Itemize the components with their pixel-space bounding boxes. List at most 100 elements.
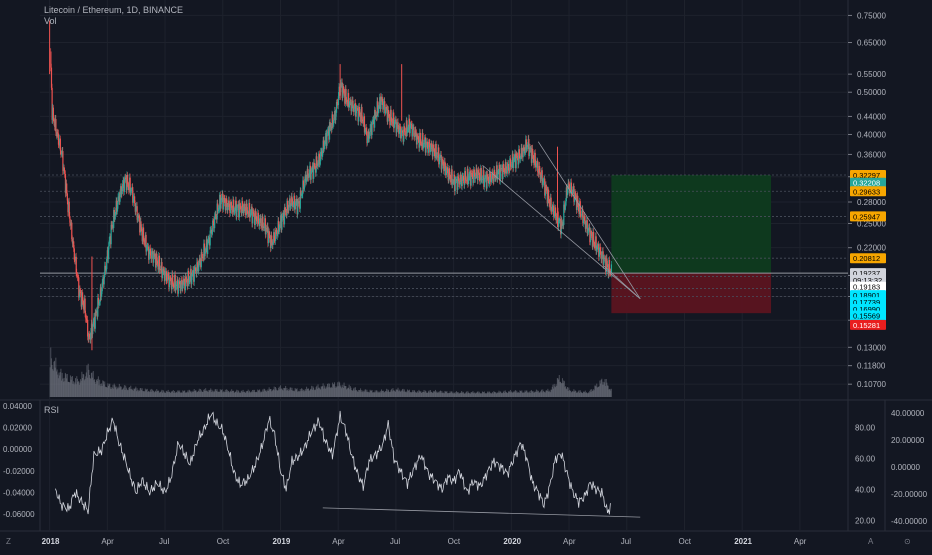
loss-zone[interactable] (611, 273, 772, 314)
volume-bar (176, 392, 178, 397)
candle-body (600, 254, 602, 260)
trend-line[interactable] (603, 265, 641, 300)
volume-bar (154, 391, 156, 397)
volume-bar (165, 392, 167, 397)
volume-bar (447, 393, 449, 397)
volume-bar (116, 389, 118, 397)
candle-body (166, 280, 168, 281)
candle-body (554, 207, 557, 217)
candle-body (528, 147, 531, 157)
rsi-axis-label: 80.00 (855, 423, 876, 432)
candle-body (530, 148, 533, 163)
volume-bar (411, 392, 413, 397)
volume-bar (113, 388, 115, 397)
candle-body (134, 196, 136, 204)
volume-bar (311, 389, 313, 397)
volume-bar (206, 390, 208, 397)
candle-body (474, 176, 477, 179)
candle-body (97, 297, 100, 305)
volume-bar (476, 391, 478, 397)
candle-body (148, 246, 150, 260)
candle-body (226, 203, 228, 210)
settings-icon[interactable]: ⊙ (904, 537, 911, 546)
volume-bar (427, 391, 429, 397)
volume-bar (593, 390, 595, 397)
candle-body (296, 198, 298, 215)
volume-bar (346, 388, 348, 397)
axis-corner-left[interactable]: Z (6, 537, 11, 546)
volume-bar (238, 391, 240, 397)
volume-bar (499, 391, 501, 397)
position-tool[interactable] (611, 174, 772, 314)
candle-body (452, 181, 454, 183)
volume-bar (306, 386, 308, 397)
candle-body (78, 277, 80, 298)
trend-line[interactable] (537, 141, 641, 299)
candle-body (148, 251, 150, 260)
candle-body (235, 200, 237, 217)
candle-body (507, 163, 509, 167)
volume-bar (310, 388, 312, 397)
chart-title[interactable]: Litecoin / Ethereum, 1D, BINANCE (44, 5, 184, 15)
volume-bar (179, 390, 181, 397)
trend-line[interactable] (482, 164, 641, 300)
volume-bar (552, 384, 554, 397)
volume-bar (608, 389, 610, 397)
candle-body (551, 209, 553, 212)
volume-bar (421, 392, 423, 397)
profit-zone[interactable] (611, 174, 772, 274)
candle-body (396, 122, 399, 125)
volume-bar (540, 390, 542, 397)
candle-body (451, 169, 453, 185)
candle-body (304, 178, 306, 188)
trend-lines[interactable] (482, 141, 641, 300)
candle-body (217, 209, 220, 212)
candle-body (260, 218, 262, 226)
candle-body (542, 182, 544, 185)
volume-bar (299, 391, 301, 397)
candle-body (407, 128, 409, 130)
volume-bar (358, 390, 360, 397)
volume-bar (301, 388, 303, 397)
volume-bar (568, 389, 570, 397)
candle-body (81, 292, 84, 302)
candle-body (268, 230, 270, 236)
volume-legend[interactable]: Vol (44, 16, 57, 26)
volume-bar (137, 391, 139, 397)
volume-bar (161, 392, 163, 397)
candle-body (66, 193, 68, 201)
candle-body (88, 333, 90, 339)
volume-bar (563, 381, 565, 397)
horizontal-levels[interactable] (40, 174, 848, 298)
volume-bar (77, 382, 79, 397)
candle-body (508, 170, 510, 172)
candle-body (537, 160, 539, 173)
candle-body (574, 193, 576, 195)
volume-bar (293, 390, 295, 397)
volume-bar (155, 391, 157, 397)
candle-body (479, 178, 481, 181)
candle-body (467, 177, 470, 185)
volume-bar (368, 392, 370, 397)
candle-body (592, 231, 594, 247)
rsi-axes[interactable]: 0.040000.020000.00000-0.02000-0.04000-0.… (3, 402, 928, 526)
candle-body (107, 250, 109, 260)
candle-body (332, 114, 334, 125)
volume-bar (208, 390, 210, 397)
auto-scale-button[interactable]: A (868, 537, 874, 546)
candle-body (436, 156, 438, 158)
candle-body (387, 110, 389, 122)
rsi-legend[interactable]: RSI (44, 405, 60, 415)
volume-bar (268, 387, 270, 397)
candle-body (69, 216, 71, 223)
time-axis[interactable]: 2018 Apr Jul Oct 2019 Apr Jul Oct 2020 Apr Jul Oct 2… (42, 537, 807, 546)
candle-body (132, 198, 134, 203)
volume-bar (594, 385, 596, 397)
candle-body (591, 234, 593, 237)
candle-body (155, 256, 157, 268)
candle-body (589, 227, 591, 243)
volume-bar (474, 393, 476, 397)
volume-bar (550, 389, 552, 397)
